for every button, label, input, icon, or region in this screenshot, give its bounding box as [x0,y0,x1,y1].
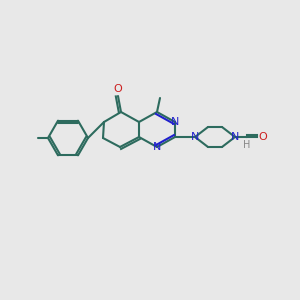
Text: N: N [171,117,179,127]
Text: N: N [231,132,239,142]
Text: N: N [153,142,161,152]
Text: H: H [243,140,251,150]
Text: N: N [191,132,199,142]
Text: O: O [114,84,122,94]
Text: O: O [259,132,267,142]
